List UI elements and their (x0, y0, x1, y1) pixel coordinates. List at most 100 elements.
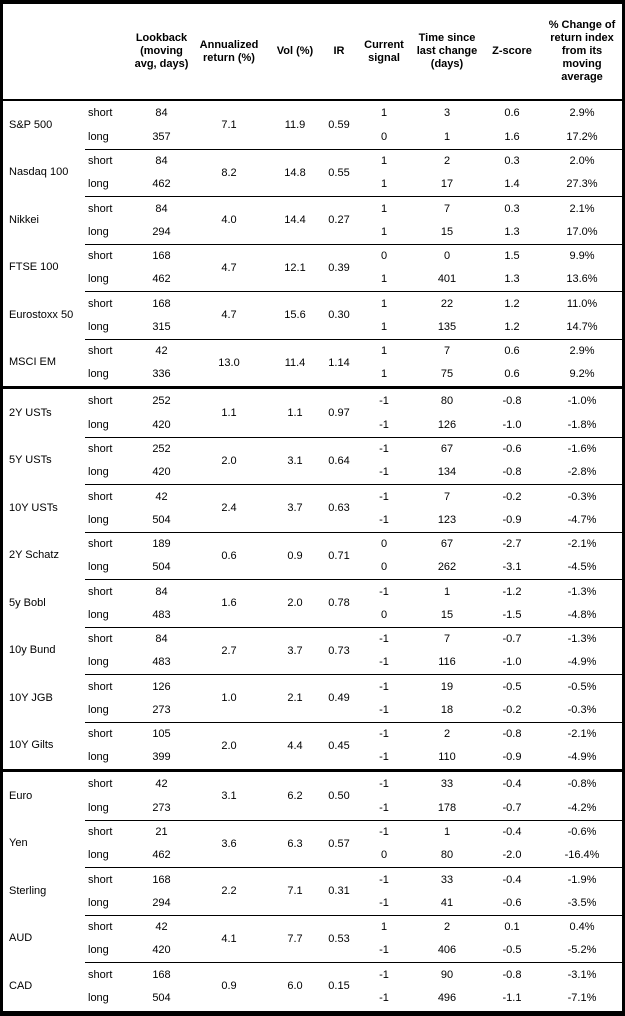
annualized-return-value: 4.7 (221, 309, 237, 322)
signal-short-value: 0 (380, 538, 388, 551)
time-since-short-value: 33 (440, 777, 454, 790)
ir-value: 0.50 (328, 789, 350, 802)
row-label-short: short (88, 777, 113, 790)
pct-change-short-value: 0.4% (569, 921, 595, 934)
lookback-short-value: 105 (152, 728, 171, 741)
vol-value: 0.9 (287, 549, 303, 562)
pct-change-long-value: -0.3% (567, 703, 597, 716)
signal-long-value: 0 (380, 849, 388, 862)
pct-change-short-value: -0.8% (567, 777, 597, 790)
time-since-short-value: 67 (440, 443, 454, 456)
header-lookback: Lookback (moving avg, days) (134, 32, 189, 70)
pct-change-long-value: -2.8% (567, 466, 597, 479)
asset-row-group: 2Y Schatz short long 189 504 0.6 0.9 0.7… (3, 531, 622, 580)
lookback-short-value: 42 (155, 921, 168, 934)
row-label-long: long (88, 418, 109, 431)
asset-row-group: Nikkei short long 84 294 4.0 14.4 0.27 1… (3, 196, 622, 244)
signal-short-value: -1 (379, 394, 389, 407)
zscore-long-value: -0.7 (502, 801, 522, 814)
time-since-short-value: 2 (443, 728, 451, 741)
annualized-return-value: 0.6 (221, 549, 237, 562)
signal-short-value: -1 (379, 585, 389, 598)
asset-row-group: Euro short long 42 273 3.1 6.2 0.50 -1 -… (3, 772, 622, 820)
pct-change-short-value: -3.1% (567, 968, 597, 981)
lookback-long-value: 420 (152, 466, 171, 479)
zscore-long-value: -1.5 (502, 608, 522, 621)
lookback-short-value: 189 (152, 538, 171, 551)
row-label-long: long (88, 368, 109, 381)
signal-short-value: -1 (379, 968, 389, 981)
asset-name: 2Y USTs (9, 406, 52, 419)
signal-long-value: 1 (380, 320, 388, 333)
signal-short-value: 1 (380, 921, 388, 934)
row-label-short: short (88, 873, 113, 886)
annualized-return-value: 0.9 (221, 980, 237, 993)
lookback-long-value: 315 (152, 320, 171, 333)
ir-value: 0.73 (328, 644, 350, 657)
lookback-short-value: 252 (152, 394, 171, 407)
lookback-short-value: 21 (155, 826, 168, 839)
lookback-long-value: 504 (152, 513, 171, 526)
time-since-short-value: 7 (443, 633, 451, 646)
zscore-long-value: -0.9 (502, 751, 522, 764)
asset-row-group: 5y Bobl short long 84 483 1.6 2.0 0.78 -… (3, 579, 622, 627)
header-annualized-return: Annualized return (%) (199, 38, 259, 64)
signal-long-value: 0 (380, 608, 388, 621)
time-since-long-value: 178 (437, 801, 457, 814)
asset-name: S&P 500 (9, 118, 53, 131)
row-label-long: long (88, 561, 109, 574)
pct-change-long-value: -16.4% (564, 849, 600, 862)
annualized-return-value: 2.2 (221, 885, 237, 898)
row-label-long: long (88, 896, 109, 909)
time-since-short-value: 2 (443, 155, 451, 168)
annualized-return-value: 3.1 (221, 789, 237, 802)
asset-row-group: 10Y Gilts short long 105 399 2.0 4.4 0.4… (3, 721, 622, 770)
asset-row-group: CAD short long 168 504 0.9 6.0 0.15 -1 -… (3, 962, 622, 1010)
asset-name: Nasdaq 100 (9, 166, 69, 179)
asset-name: 5Y USTs (9, 454, 52, 467)
vol-value: 15.6 (284, 309, 306, 322)
time-since-short-value: 19 (440, 680, 454, 693)
row-label-long: long (88, 656, 109, 669)
row-label-short: short (88, 538, 113, 551)
pct-change-long-value: -7.1% (567, 991, 597, 1004)
zscore-long-value: -0.5 (502, 944, 522, 957)
vol-value: 14.8 (284, 166, 306, 179)
signal-short-value: 0 (380, 250, 388, 263)
row-label-short: short (88, 921, 113, 934)
lookback-long-value: 483 (152, 656, 171, 669)
zscore-long-value: -2.0 (502, 849, 522, 862)
row-label-short: short (88, 490, 113, 503)
pct-change-long-value: -3.5% (567, 896, 597, 909)
row-label-short: short (88, 728, 113, 741)
lookback-short-value: 126 (152, 680, 171, 693)
vol-value: 2.0 (287, 597, 303, 610)
asset-row-group: S&P 500 short long 84 357 7.1 11.9 0.59 … (3, 101, 622, 149)
vol-value: 3.7 (287, 644, 303, 657)
pct-change-short-value: -1.3% (567, 633, 597, 646)
pct-change-short-value: 2.1% (569, 202, 595, 215)
asset-row-group: Yen short long 21 462 3.6 6.3 0.57 -1 0 … (3, 819, 622, 868)
time-since-short-value: 22 (440, 297, 454, 310)
annualized-return-value: 1.0 (221, 692, 237, 705)
ir-value: 0.49 (328, 692, 350, 705)
row-label-long: long (88, 703, 109, 716)
ir-value: 0.78 (328, 597, 350, 610)
lookback-long-value: 420 (152, 944, 171, 957)
pct-change-long-value: 17.0% (566, 225, 598, 238)
pct-change-short-value: -0.6% (567, 826, 597, 839)
zscore-short-value: 0.6 (504, 345, 520, 358)
time-since-long-value: 134 (437, 466, 457, 479)
time-since-long-value: 15 (440, 608, 454, 621)
time-since-long-value: 80 (440, 849, 454, 862)
asset-name: 10y Bund (9, 644, 56, 657)
time-since-short-value: 1 (443, 826, 451, 839)
vol-value: 7.7 (287, 932, 303, 945)
table-body: S&P 500 short long 84 357 7.1 11.9 0.59 … (3, 101, 622, 1010)
lookback-short-value: 168 (152, 873, 171, 886)
asset-row-group: Eurostoxx 50 short long 168 315 4.7 15.6… (3, 291, 622, 339)
row-label-short: short (88, 826, 113, 839)
vol-value: 3.1 (287, 454, 303, 467)
asset-row-group: FTSE 100 short long 168 462 4.7 12.1 0.3… (3, 243, 622, 292)
annualized-return-value: 13.0 (218, 356, 240, 369)
